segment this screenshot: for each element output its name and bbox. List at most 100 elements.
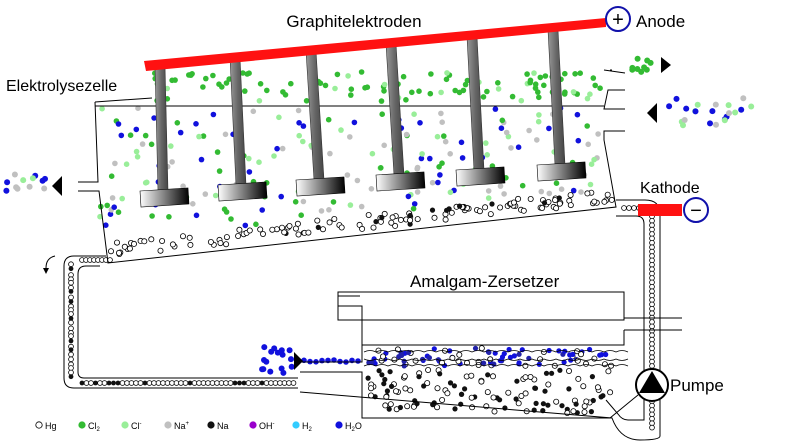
mercury-particle — [68, 261, 74, 268]
electrolyte-particle — [368, 186, 375, 192]
electrolyte-particle — [436, 164, 442, 170]
electrolyte-particle — [200, 133, 207, 139]
decomposer-water-particle — [456, 351, 463, 358]
brine-outlet-particle — [11, 171, 18, 178]
mercury-particle — [68, 319, 74, 326]
mercury-particle — [286, 380, 292, 386]
amalgam-particle — [382, 402, 389, 409]
legend-swatch-na+ — [164, 421, 172, 429]
mercury-particle — [510, 199, 517, 206]
cell-label: Elektrolysezelle — [6, 78, 117, 95]
electrolyte-particle — [414, 164, 421, 171]
water-inlet-particle — [319, 357, 325, 364]
decomposer-water-particle — [516, 351, 522, 357]
brine-inlet-particle — [694, 101, 701, 108]
electrolyte-particle — [168, 143, 174, 149]
mercury-particle — [146, 380, 153, 386]
electrolyte-particle — [214, 149, 221, 155]
mercury-particle — [407, 217, 414, 224]
chlorine-particle — [518, 97, 525, 104]
chlorine-particle — [348, 92, 354, 98]
decomposer-water-particle — [597, 352, 603, 358]
mercury-particle — [520, 207, 527, 214]
mercury-particle — [169, 241, 176, 248]
electrolyte-particle — [381, 142, 388, 149]
electrolyte-particle — [534, 137, 540, 143]
mercury-particle — [373, 219, 379, 225]
electrolyte-particle — [354, 177, 361, 184]
electrolyte-particle — [508, 145, 514, 151]
chlorine-particle — [264, 87, 270, 94]
decomposer-water-particle — [561, 359, 567, 365]
mercury-particle — [111, 380, 116, 386]
electrolyte-particle — [325, 116, 332, 123]
water-inlet-particle — [288, 356, 294, 363]
mercury-particle — [259, 230, 266, 237]
legend-label-oh: OH- — [259, 421, 275, 431]
amalgam-particle — [425, 366, 432, 373]
water-inlet-particle — [286, 347, 293, 354]
electrolyte-particle — [483, 140, 489, 146]
decomposer-water-particle — [562, 348, 568, 354]
electrolyte-particle — [497, 183, 504, 189]
electrolyte-particle — [501, 191, 507, 197]
electrolyte-particle — [198, 156, 205, 163]
mercury-particle — [205, 380, 211, 386]
chlorine-particle — [345, 73, 351, 79]
electrolyte-particle — [111, 204, 117, 210]
mercury-particle — [93, 380, 98, 386]
chlorine-particle — [348, 86, 355, 92]
mercury-particle — [254, 380, 261, 386]
mercury-particle — [223, 234, 230, 241]
pump-label: Pumpe — [670, 376, 724, 395]
amalgam-particle — [451, 383, 457, 389]
mercury-particle — [553, 205, 560, 212]
water-inlet-particle — [268, 348, 275, 355]
brine-outlet-particle — [26, 183, 33, 190]
electrolyte-particle — [447, 189, 454, 196]
electrolyte-particle — [210, 111, 217, 118]
amalgam-particle — [542, 388, 548, 394]
legend-label-h2: H2 — [302, 421, 313, 433]
mercury-particle — [442, 216, 449, 223]
electrolyte-particle — [139, 141, 146, 147]
electrolyte-particle — [212, 192, 219, 199]
mercury-particle — [277, 380, 283, 386]
amalgam-particle — [502, 405, 508, 411]
electrolyte-particle — [338, 127, 344, 133]
plus-circle-icon — [605, 6, 631, 32]
decomposer-water-particle — [583, 360, 590, 367]
electrolyte-particle — [515, 144, 522, 150]
electrolyte-particle — [546, 190, 553, 197]
amalgam-particle — [581, 403, 588, 410]
mercury-particle — [207, 238, 214, 245]
mercury-particle — [326, 219, 333, 226]
legend-swatch-na — [207, 421, 215, 429]
chlorine-particle — [378, 98, 385, 104]
amalgam-particle — [573, 401, 579, 407]
chlorine-particle — [416, 88, 422, 94]
mercury-particle — [214, 380, 220, 386]
electrolyte-particle — [193, 212, 200, 219]
mercury-return-arrow-icon — [45, 255, 56, 270]
mercury-particle — [217, 240, 224, 247]
legend-superscript: + — [186, 421, 190, 427]
amalgam-particle — [490, 394, 497, 401]
amalgam-particle — [600, 393, 606, 399]
water-inlet-particle — [279, 351, 286, 358]
electrolyte-particle — [410, 205, 417, 212]
chlorine-particle — [219, 84, 225, 90]
decomposer-water-particle — [578, 351, 585, 358]
amalgam-particle — [384, 388, 390, 394]
electrolyte-particle — [498, 125, 505, 131]
mercury-particle — [584, 190, 591, 197]
mercury-particle — [173, 380, 180, 386]
amalgam-particle — [404, 403, 411, 410]
electrolyte-particle — [575, 137, 582, 144]
electrolyte-particle — [223, 209, 230, 215]
mercury-particle — [68, 374, 74, 380]
electrolyte-particle — [587, 181, 594, 188]
decomposer-water-particle — [401, 363, 407, 369]
electrodes-label: Graphitelektroden — [286, 12, 421, 31]
mercury-particle — [389, 214, 396, 221]
